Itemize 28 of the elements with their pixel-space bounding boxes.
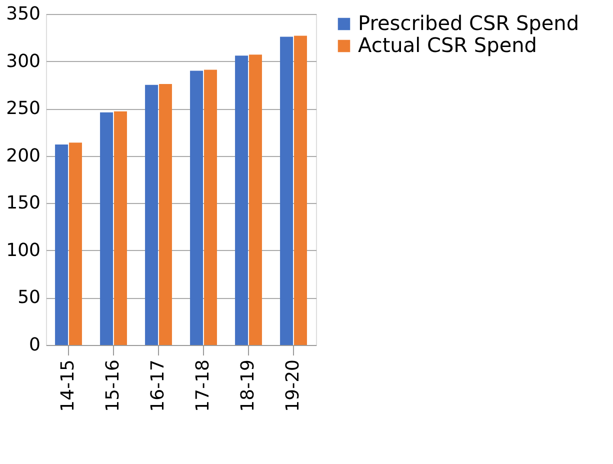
bar: [248, 54, 262, 345]
x-tick-label: 14-15: [58, 360, 78, 412]
bar: [68, 142, 82, 345]
x-tick-label: 19-20: [282, 360, 304, 412]
y-tick-label: 150: [6, 192, 40, 214]
legend-label: Prescribed CSR Spend: [358, 11, 580, 35]
bar: [158, 84, 172, 345]
bar: [235, 56, 248, 345]
x-tick-label: 15-16: [102, 360, 124, 412]
legend-label: Actual CSR Spend: [358, 33, 537, 57]
bar: [204, 70, 217, 345]
y-tick-label: 350: [6, 4, 40, 24]
bar: [294, 36, 307, 345]
y-tick-label: 300: [6, 50, 40, 72]
x-tick-label: 17-18: [192, 360, 214, 412]
y-tick-label: 50: [18, 287, 40, 308]
bar: [145, 84, 158, 345]
x-tick-label: 18-19: [238, 360, 258, 412]
y-tick-label: 250: [6, 98, 40, 120]
bar: [100, 112, 114, 345]
x-tick-label: 16-17: [148, 360, 168, 412]
y-tick-label: 200: [6, 145, 40, 166]
bar: [190, 70, 204, 345]
bar: [114, 111, 127, 345]
y-tick-label: 100: [6, 240, 40, 261]
bar: [280, 36, 294, 345]
y-tick-label: 0: [29, 334, 40, 356]
bar: [55, 144, 68, 345]
